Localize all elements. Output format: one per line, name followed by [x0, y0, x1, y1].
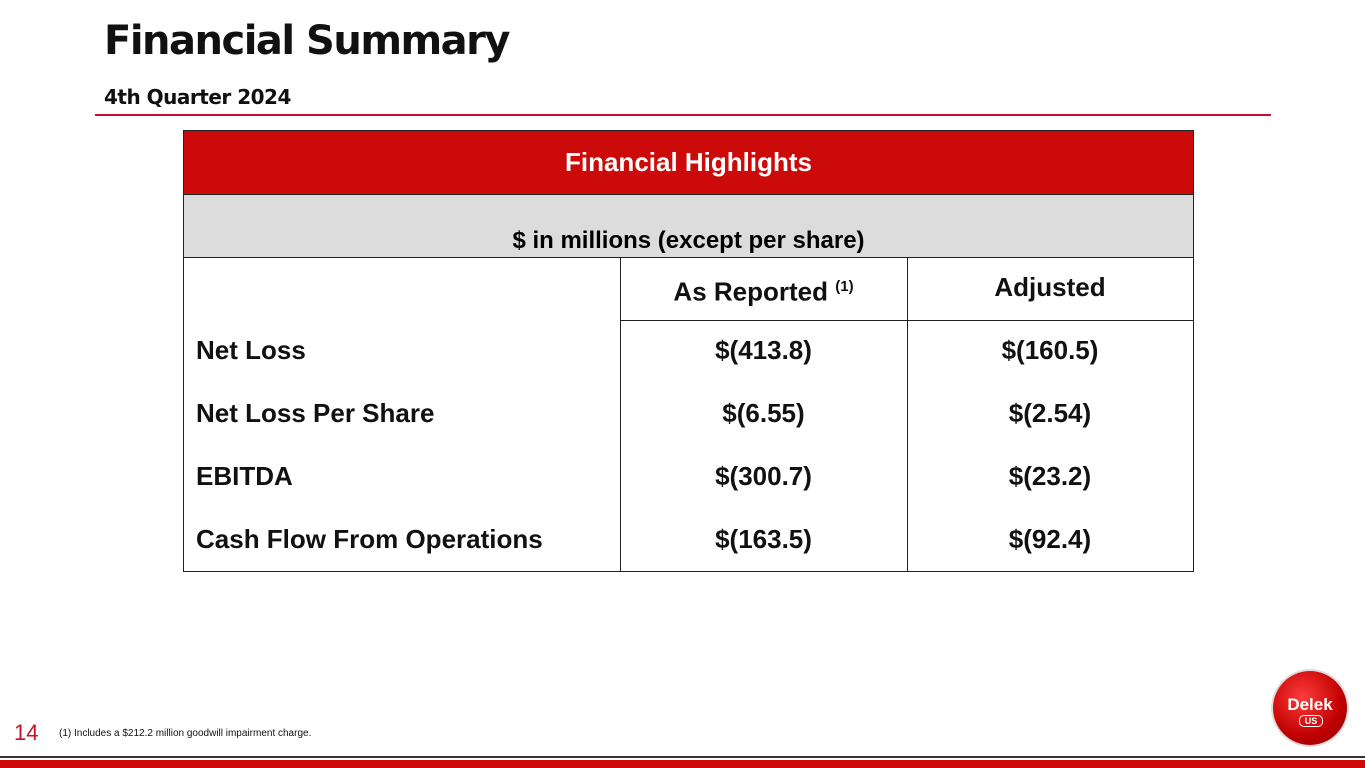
table-subtitle-band: $ in millions (except per share) — [184, 195, 1193, 258]
cell-value: $(92.4) — [1008, 524, 1092, 554]
title: Financial Summary — [104, 18, 510, 64]
cell-value: $(413.8) — [715, 335, 812, 365]
column-note: (1) — [835, 278, 854, 295]
column-divider — [620, 258, 621, 571]
row-label: Net Loss — [196, 335, 306, 365]
row-label: Cash Flow From Operations — [196, 524, 543, 554]
footer-rule — [0, 756, 1365, 758]
column-header: Adjusted — [994, 272, 1106, 302]
logo: Delek US — [1273, 671, 1347, 745]
logo-suffix: US — [1299, 715, 1323, 727]
cell-value: $(2.54) — [1008, 398, 1092, 428]
cell-value: $(23.2) — [1008, 461, 1092, 491]
title-rule — [95, 114, 1271, 116]
table-title: Financial Highlights — [184, 131, 1193, 195]
footnote: (1) Includes a $212.2 million goodwill i… — [59, 728, 312, 739]
column-divider — [907, 258, 908, 571]
cell-value: $(160.5) — [1001, 335, 1099, 365]
footer-bar — [0, 760, 1365, 768]
cell-value: $(6.55) — [722, 398, 805, 428]
logo-name: Delek — [1287, 695, 1333, 714]
row-label: EBITDA — [196, 461, 293, 491]
header-divider — [620, 320, 1193, 321]
cell-value: $(300.7) — [715, 461, 812, 491]
column-header: As Reported (1) — [620, 272, 907, 307]
column-label: As Reported — [673, 276, 828, 307]
subtitle: 4th Quarter 2024 — [104, 85, 291, 109]
row-label: Net Loss Per Share — [196, 398, 435, 428]
cell-value: $(163.5) — [715, 524, 812, 554]
page-number: 14 — [14, 720, 39, 745]
table-subtitle: $ in millions (except per share) — [512, 227, 865, 254]
table: Financial Highlights $ in millions (exce… — [183, 130, 1194, 572]
